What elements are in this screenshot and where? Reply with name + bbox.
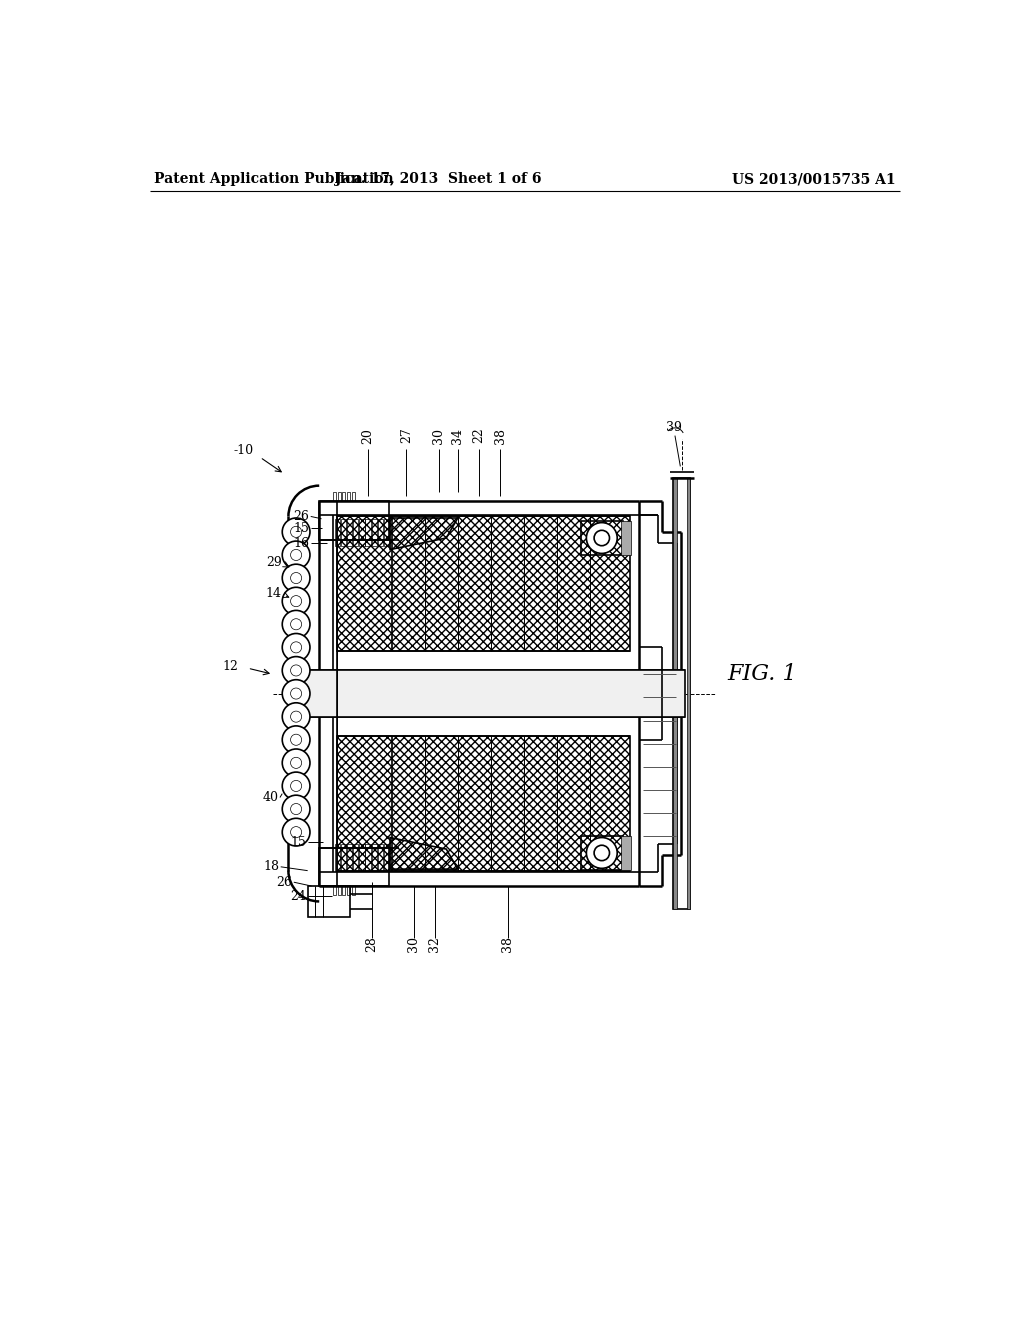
Bar (347, 886, 350, 895)
Bar (351, 492, 354, 502)
Bar (333, 492, 336, 502)
Circle shape (283, 656, 310, 684)
Text: 20: 20 (361, 428, 374, 444)
Circle shape (587, 523, 617, 553)
Circle shape (283, 517, 310, 545)
Bar (366, 843, 371, 871)
Bar (353, 519, 358, 545)
Circle shape (283, 587, 310, 615)
Text: 32: 32 (428, 936, 441, 952)
Text: 28: 28 (366, 936, 378, 952)
Text: -10: -10 (233, 445, 254, 458)
Bar (372, 843, 377, 871)
Text: 27: 27 (399, 428, 413, 444)
Bar (581, 521, 624, 554)
Text: 34: 34 (452, 428, 464, 444)
Bar (378, 843, 383, 871)
Text: US 2013/0015735 A1: US 2013/0015735 A1 (732, 172, 896, 186)
Text: 29: 29 (266, 556, 282, 569)
Bar (335, 519, 340, 545)
Bar (359, 519, 365, 545)
Bar (347, 492, 350, 502)
Bar (319, 847, 388, 886)
Circle shape (283, 818, 310, 846)
Circle shape (283, 702, 310, 730)
Text: 26: 26 (276, 875, 292, 888)
Text: 22: 22 (472, 428, 485, 444)
Text: 16: 16 (293, 537, 309, 550)
Text: 15: 15 (290, 836, 306, 849)
Bar (337, 737, 630, 871)
Text: 38: 38 (502, 936, 514, 952)
Circle shape (283, 772, 310, 800)
Bar (621, 521, 631, 554)
Bar (347, 519, 352, 545)
Bar (353, 843, 358, 871)
Circle shape (283, 795, 310, 822)
Bar (333, 886, 336, 895)
Bar (341, 519, 346, 545)
Bar (384, 843, 389, 871)
Bar (335, 843, 340, 871)
Bar (674, 478, 677, 909)
Circle shape (283, 748, 310, 776)
Circle shape (283, 610, 310, 638)
Circle shape (594, 845, 609, 861)
Bar (686, 478, 690, 909)
Text: 14: 14 (265, 587, 282, 601)
Circle shape (283, 564, 310, 591)
Bar (307, 886, 350, 917)
Text: 24: 24 (290, 890, 306, 903)
Bar (621, 836, 631, 870)
Bar (338, 886, 341, 895)
Bar (366, 519, 371, 545)
Bar (341, 843, 346, 871)
Bar (351, 886, 354, 895)
Text: Patent Application Publication: Patent Application Publication (154, 172, 393, 186)
Text: 18: 18 (263, 861, 280, 874)
Bar (359, 843, 365, 871)
Bar (372, 519, 377, 545)
Bar (337, 516, 630, 651)
Circle shape (283, 541, 310, 569)
Bar (378, 519, 383, 545)
Text: 38: 38 (494, 428, 507, 444)
Bar (338, 492, 341, 502)
Circle shape (594, 531, 609, 545)
Text: Jan. 17, 2013  Sheet 1 of 6: Jan. 17, 2013 Sheet 1 of 6 (335, 172, 542, 186)
Text: FIG. 1: FIG. 1 (727, 664, 797, 685)
Bar (342, 886, 345, 895)
Text: 12: 12 (222, 660, 239, 673)
Bar (581, 836, 624, 870)
Text: 30: 30 (408, 936, 421, 952)
Circle shape (283, 680, 310, 708)
Text: 15: 15 (293, 521, 309, 535)
Text: 40: 40 (262, 791, 279, 804)
Bar (674, 478, 690, 909)
Bar (319, 502, 388, 540)
Bar (304, 671, 685, 717)
Bar (384, 519, 389, 545)
Text: 39: 39 (666, 421, 682, 434)
Circle shape (283, 634, 310, 661)
Text: 26: 26 (293, 510, 309, 523)
Bar (342, 492, 345, 502)
Text: 30: 30 (432, 428, 445, 444)
Bar (347, 843, 352, 871)
Circle shape (587, 838, 617, 869)
Circle shape (283, 726, 310, 754)
